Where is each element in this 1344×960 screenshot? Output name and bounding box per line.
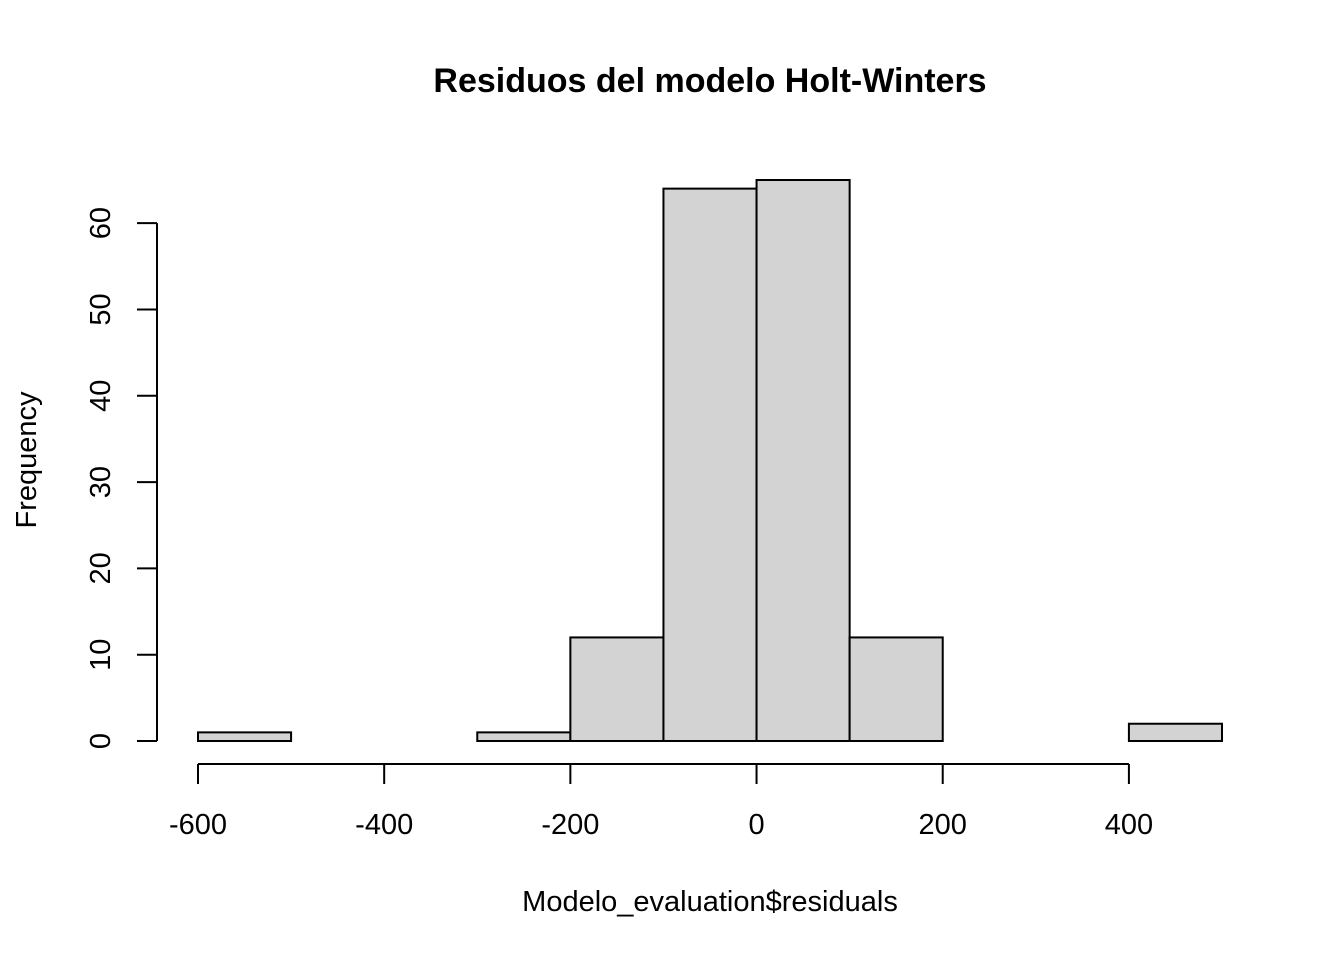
histogram-bar	[755, 179, 851, 742]
x-tick-label: 0	[748, 809, 764, 841]
histogram-bar	[197, 731, 293, 742]
y-tick-label: 0	[85, 733, 117, 749]
histogram-bar	[569, 636, 665, 743]
y-axis: 0 10 20 30 40 50 60	[85, 207, 158, 749]
bars-layer	[197, 179, 1223, 743]
x-tick-label: 200	[919, 809, 967, 841]
x-tick-label: 400	[1105, 809, 1153, 841]
y-tick-label: 40	[85, 380, 117, 412]
histogram-bar	[662, 187, 758, 742]
y-tick-label: 60	[85, 207, 117, 239]
chart-title: Residuos del modelo Holt-Winters	[433, 62, 986, 100]
y-tick-label: 50	[85, 293, 117, 325]
y-tick-label: 10	[85, 639, 117, 671]
y-axis-label: Frequency	[11, 391, 43, 529]
x-axis: -600 -400 -200 0 200 400	[169, 763, 1153, 841]
y-tick-label: 30	[85, 466, 117, 498]
x-tick-label: -600	[169, 809, 227, 841]
histogram-bar	[476, 731, 572, 742]
x-axis-label: Modelo_evaluation$residuals	[522, 886, 898, 918]
histogram-bar	[1127, 722, 1223, 743]
x-tick-label: -200	[541, 809, 599, 841]
x-tick-label: -400	[355, 809, 413, 841]
histogram-bar	[848, 636, 944, 743]
y-tick-label: 20	[85, 552, 117, 584]
